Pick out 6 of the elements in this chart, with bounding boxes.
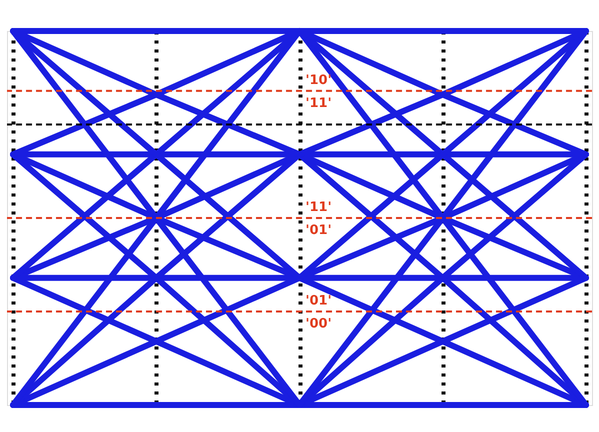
annotation: '11' bbox=[306, 200, 332, 215]
annotation: '00' bbox=[306, 316, 332, 332]
annotation: '01' bbox=[306, 294, 332, 308]
annotation: '11' bbox=[306, 96, 332, 111]
annotation: '10' bbox=[306, 72, 332, 88]
annotation: '01' bbox=[306, 223, 332, 238]
